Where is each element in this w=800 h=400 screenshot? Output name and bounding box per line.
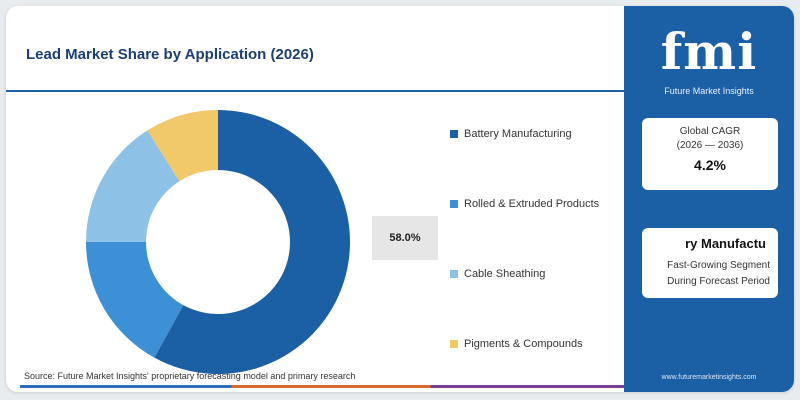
cagr-box: Global CAGR (2026 — 2036) 4.2%	[642, 118, 778, 190]
fmi-logo: fmi	[660, 22, 758, 81]
legend-label: Pigments & Compounds	[464, 338, 583, 350]
legend-item-battery-manufacturing: Battery Manufacturing	[450, 128, 572, 140]
segment-desc-line2: During Forecast Period	[667, 276, 770, 287]
title-divider	[6, 90, 624, 92]
legend-swatch	[450, 200, 458, 208]
donut-slice-battery-manufacturing	[154, 110, 350, 374]
source-note: Source: Future Market Insights' propriet…	[24, 371, 356, 381]
chart-title: Lead Market Share by Application (2026)	[26, 46, 314, 63]
segment-name: ry Manufactu	[685, 236, 766, 251]
donut-slice-pigments-compounds	[147, 110, 218, 182]
footer-accent-line	[20, 385, 624, 388]
share-callout: 58.0%	[372, 216, 438, 260]
legend-swatch	[450, 270, 458, 278]
segment-desc-line1: Fast-Growing Segment	[667, 260, 770, 271]
website-url: www.futuremarketinsights.com	[661, 374, 757, 381]
legend-item-cable-sheathing: Cable Sheathing	[450, 268, 545, 280]
legend-label: Rolled & Extruded Products	[464, 198, 600, 210]
legend-label: Cable Sheathing	[464, 268, 546, 280]
legend-label: Battery Manufacturing	[464, 128, 572, 140]
segment-box: ry Manufactu Fast-Growing Segment During…	[642, 228, 778, 298]
legend-swatch	[450, 340, 458, 348]
donut-chart	[86, 110, 350, 374]
cagr-label: Global CAGR	[679, 126, 741, 137]
donut-slice-rolled-extruded-products	[86, 242, 184, 358]
cagr-value: 4.2%	[694, 157, 726, 173]
side-panel: fmi Future Market Insights Global CAGR (…	[624, 6, 794, 392]
legend-item-pigments-compounds: Pigments & Compounds	[450, 338, 583, 350]
logo-subtext: Future Market Insights	[664, 86, 754, 96]
cagr-period: (2026 — 2036)	[676, 140, 744, 151]
legend-swatch	[450, 130, 458, 138]
report-card: Lead Market Share by Application (2026) …	[6, 6, 794, 392]
legend-item-rolled-extruded-products: Rolled & Extruded Products	[450, 198, 599, 210]
donut-slice-cable-sheathing	[86, 130, 180, 242]
